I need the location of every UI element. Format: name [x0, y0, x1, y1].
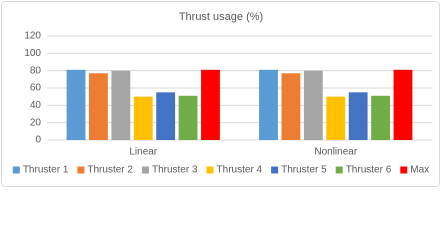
- chart-title: Thrust usage (%): [179, 11, 263, 23]
- legend-swatch: [335, 166, 343, 174]
- y-tick-label: 120: [24, 31, 41, 42]
- bar: [156, 92, 176, 140]
- legend-label: Thruster 6: [346, 165, 392, 176]
- bar: [303, 70, 323, 140]
- x-tick-label: Nonlinear: [314, 147, 357, 158]
- bar: [133, 96, 153, 140]
- legend-swatch: [206, 166, 214, 174]
- x-tick-label: Linear: [129, 147, 157, 158]
- legend-swatch: [141, 166, 149, 174]
- bar: [259, 69, 278, 140]
- bar: [348, 92, 368, 140]
- bar: [89, 73, 108, 140]
- bar: [326, 96, 346, 140]
- legend-label: Thruster 2: [87, 165, 133, 176]
- y-tick-label: 80: [30, 65, 42, 76]
- bar: [201, 69, 220, 140]
- y-tick-label: 100: [24, 48, 41, 59]
- legend-label: Thruster 4: [217, 165, 263, 176]
- y-tick-label: 60: [30, 83, 42, 94]
- legend-swatch: [400, 166, 408, 174]
- legend-swatch: [12, 166, 20, 174]
- y-tick-label: 20: [30, 117, 42, 128]
- y-tick-label: 40: [30, 100, 42, 111]
- bar: [281, 73, 301, 140]
- bar: [371, 95, 390, 140]
- legend-label: Thruster 5: [281, 165, 327, 176]
- bar: [66, 69, 86, 140]
- bar: [111, 70, 131, 140]
- legend-label: Max: [410, 165, 429, 176]
- bar: [178, 95, 198, 140]
- y-tick-label: 0: [35, 135, 41, 146]
- legend-label: Thruster 1: [23, 165, 69, 176]
- legend-swatch: [271, 166, 279, 174]
- bar: [393, 69, 413, 140]
- legend-label: Thruster 3: [152, 165, 198, 176]
- legend-swatch: [77, 166, 85, 174]
- chart: Thrust usage (%) 0 20 40 60 80 100 120 Linear No…: [1, 1, 440, 187]
